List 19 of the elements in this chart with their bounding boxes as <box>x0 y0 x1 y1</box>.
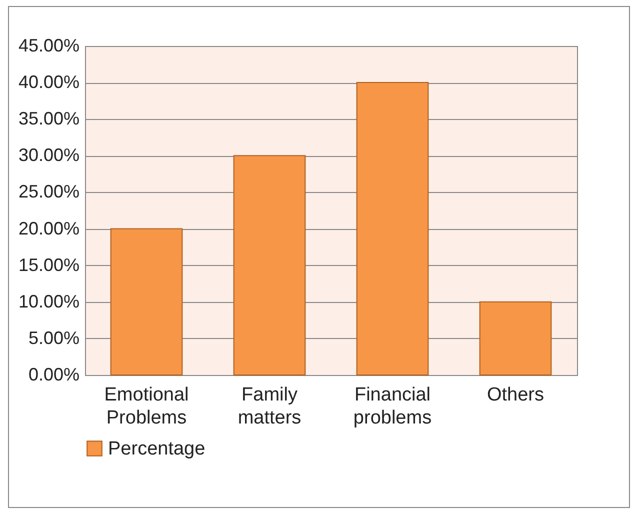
x-tick-label: Family matters <box>238 384 302 428</box>
bar <box>110 228 183 376</box>
bar <box>233 155 306 376</box>
x-tick-label: Financial problems <box>353 384 432 428</box>
bar <box>479 301 552 376</box>
y-tick-label: 45.00% <box>18 36 80 56</box>
y-tick-label: 15.00% <box>18 254 80 275</box>
y-tick-label: 5.00% <box>28 328 80 348</box>
y-tick-label: 35.00% <box>18 108 80 129</box>
x-tick-label: Others <box>486 384 544 406</box>
x-tick-label: Emotional Problems <box>104 384 189 428</box>
y-tick-label: 20.00% <box>18 218 80 238</box>
y-tick-label: 25.00% <box>18 182 80 202</box>
y-tick-label: 30.00% <box>18 145 80 166</box>
bar <box>356 82 429 376</box>
y-tick-label: 0.00% <box>28 364 80 384</box>
y-tick-label: 40.00% <box>18 72 80 92</box>
legend-label: Percentage <box>108 438 206 460</box>
y-tick-label: 10.00% <box>18 291 80 312</box>
